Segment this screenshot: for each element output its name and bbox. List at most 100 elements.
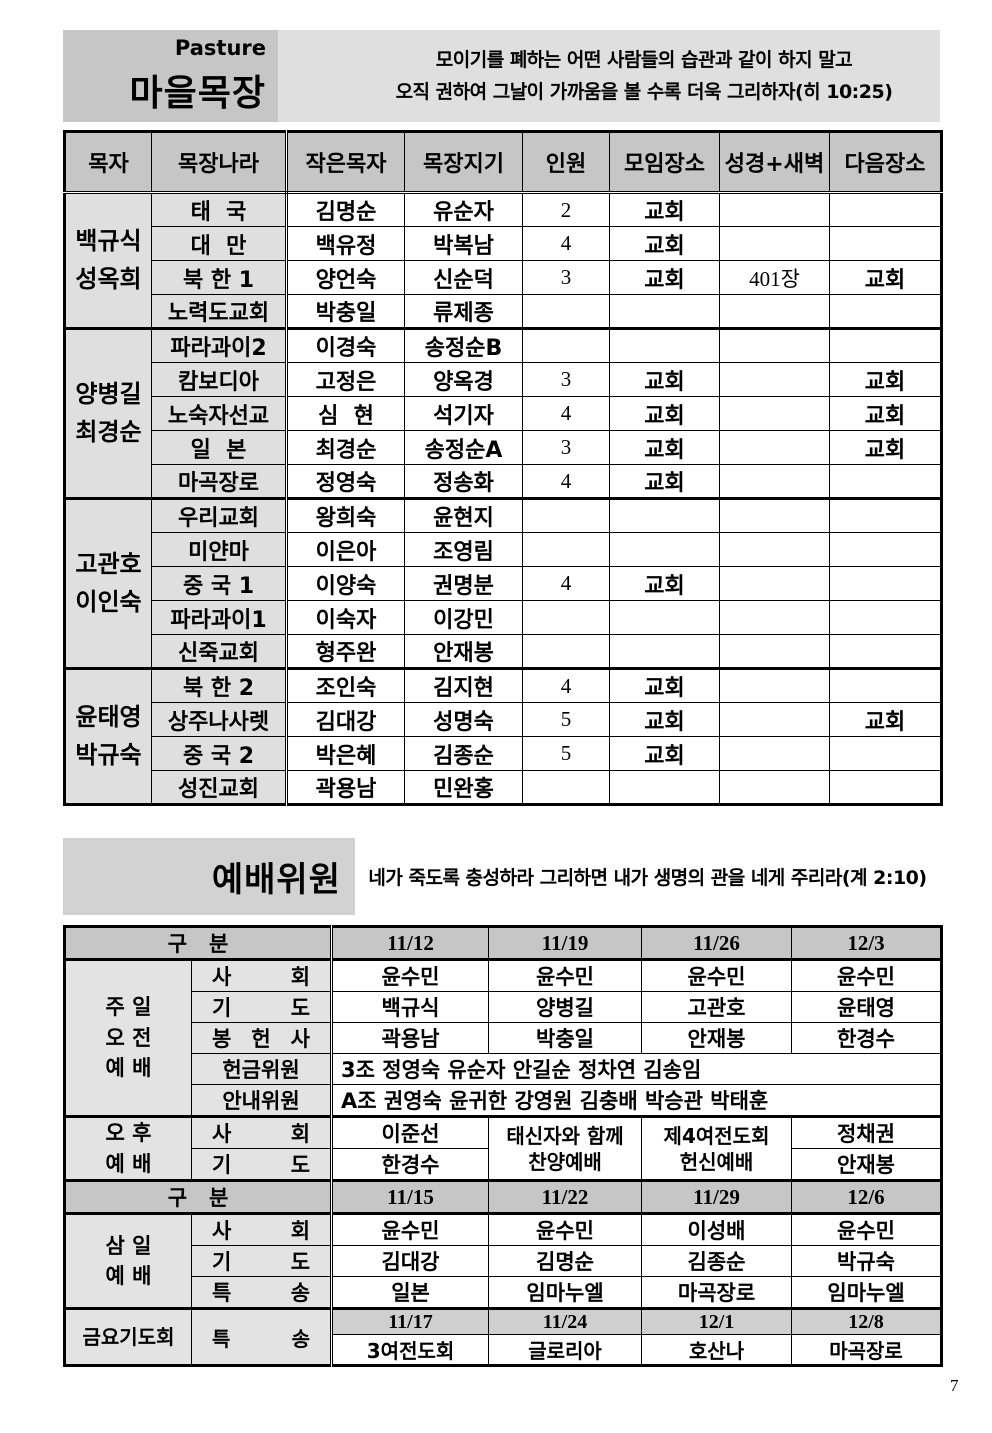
place-cell: 교회 bbox=[609, 464, 720, 499]
table-row: 미얀마 이은아 조영림 bbox=[65, 532, 942, 567]
small-shepherd-cell: 이양숙 bbox=[286, 566, 405, 601]
value-cell: 이준선 bbox=[331, 1115, 490, 1149]
table-row: 성진교회 곽용남 민완홍 bbox=[65, 770, 942, 805]
table-row: 양병길 최경순 파라과이2 이경숙 송정순B bbox=[64, 327, 942, 499]
worship-title: 예배위원 bbox=[211, 860, 341, 900]
bible-cell bbox=[719, 327, 830, 363]
country-cell: 대 만 bbox=[151, 226, 288, 261]
table-row: 북 한 1 양언숙 신순덕 3 교회 401장 교회 bbox=[65, 260, 942, 295]
table-row: 일 본 최경순 송정순A 3 교회 교회 bbox=[65, 430, 942, 465]
date-header: 11/19 bbox=[488, 925, 643, 961]
place-cell: 교회 bbox=[609, 260, 720, 295]
division-label: 구 분 bbox=[63, 925, 334, 961]
keeper-cell: 송정순A bbox=[404, 430, 523, 465]
table-row: 노숙자선교 심 현 석기자 4 교회 교회 bbox=[65, 396, 942, 431]
value-cell: 곽용남 bbox=[331, 1022, 490, 1054]
country-cell: 성진교회 bbox=[151, 770, 288, 805]
bible-cell bbox=[719, 362, 830, 397]
keeper-cell: 유순자 bbox=[404, 192, 523, 227]
keeper-cell: 석기자 bbox=[404, 396, 523, 431]
value-cell: 마곡장로 bbox=[641, 1276, 793, 1309]
col-header-keeper: 목장지기 bbox=[404, 131, 523, 194]
value-cell: 윤태영 bbox=[791, 991, 943, 1023]
next-place-cell bbox=[829, 294, 942, 329]
value-cell: 고관호 bbox=[641, 991, 793, 1023]
next-place-cell bbox=[829, 600, 942, 635]
small-shepherd-cell: 왕희숙 bbox=[286, 497, 405, 533]
count-cell: 3 bbox=[522, 362, 610, 397]
place-cell bbox=[609, 327, 720, 363]
shepherd-cell: 고관호 이인숙 bbox=[64, 497, 152, 669]
count-cell: 4 bbox=[522, 566, 610, 601]
next-place-cell bbox=[829, 192, 942, 227]
keeper-cell: 김종순 bbox=[404, 736, 523, 771]
keeper-cell: 윤현지 bbox=[404, 497, 523, 533]
next-place-cell bbox=[829, 497, 942, 533]
small-shepherd-cell: 백유정 bbox=[286, 226, 405, 261]
keeper-cell: 김지현 bbox=[404, 667, 523, 703]
offering-committee-members: 3조 정영숙 유순자 안길순 정차연 김송임 bbox=[331, 1053, 943, 1085]
count-cell bbox=[522, 294, 610, 329]
table-row: 노력도교회 박충일 류제종 bbox=[65, 294, 942, 329]
table-row: 3여전도회 글로리아 호산나 마곡장로 bbox=[65, 1334, 943, 1366]
small-shepherd-cell: 양언숙 bbox=[286, 260, 405, 295]
country-cell: 노력도교회 bbox=[151, 294, 288, 329]
table-row: 기 도 백규식 양병길 고관호 윤태영 bbox=[65, 991, 943, 1023]
keeper-cell: 조영림 bbox=[404, 532, 523, 567]
next-place-cell bbox=[829, 226, 942, 261]
table-row: 안내위원 A조 권영숙 윤귀한 강영원 김충배 박승관 박태훈 bbox=[65, 1084, 943, 1117]
count-cell: 5 bbox=[522, 702, 610, 737]
country-cell: 마곡장로 bbox=[151, 464, 288, 499]
row-label-mc: 사 회 bbox=[190, 959, 334, 992]
small-shepherd-cell: 이숙자 bbox=[286, 600, 405, 635]
count-cell: 3 bbox=[522, 430, 610, 465]
page-content: Pasture 마을목장 모이기를 폐하는 어떤 사람들의 습관과 같이 하지 … bbox=[63, 30, 944, 1367]
date-header: 11/22 bbox=[488, 1179, 643, 1215]
division-label: 구 분 bbox=[63, 1179, 334, 1215]
place-cell: 교회 bbox=[609, 430, 720, 465]
bible-cell bbox=[719, 192, 830, 227]
table-row: 기 도 김대강 김명순 김종순 박규숙 bbox=[65, 1245, 943, 1277]
count-cell: 4 bbox=[522, 396, 610, 431]
group-label-afternoon: 오 후 예 배 bbox=[64, 1115, 192, 1181]
col-header-bible-dawn: 성경+새벽 bbox=[719, 131, 830, 194]
row-label-prayer: 기 도 bbox=[190, 1245, 334, 1277]
country-cell: 중 국 2 bbox=[151, 736, 288, 771]
table-row: 중 국 2 박은혜 김종순 5 교회 bbox=[65, 736, 942, 771]
country-cell: 북 한 1 bbox=[151, 260, 288, 295]
country-cell: 파라과이2 bbox=[151, 327, 288, 363]
date-header: 12/8 bbox=[791, 1307, 943, 1335]
date-header: 12/6 bbox=[791, 1179, 943, 1215]
count-cell bbox=[522, 327, 610, 363]
date-header: 11/17 bbox=[331, 1307, 490, 1335]
bible-cell bbox=[719, 294, 830, 329]
country-cell: 캄보디아 bbox=[151, 362, 288, 397]
place-cell: 교회 bbox=[609, 226, 720, 261]
table-row: 파라과이1 이숙자 이강민 bbox=[65, 600, 942, 635]
value-cell: 안재봉 bbox=[791, 1148, 943, 1181]
small-shepherd-cell: 이경숙 bbox=[286, 327, 405, 363]
next-place-cell bbox=[829, 736, 942, 771]
value-cell: 글로리아 bbox=[488, 1334, 643, 1366]
row-label-mc: 사 회 bbox=[190, 1213, 334, 1246]
value-cell: 윤수민 bbox=[791, 959, 943, 992]
count-cell: 4 bbox=[522, 667, 610, 703]
pasture-verse-box: 모이기를 폐하는 어떤 사람들의 습관과 같이 하지 말고 오직 권하여 그날이… bbox=[278, 30, 940, 122]
place-cell bbox=[609, 497, 720, 533]
table-row: 대 만 백유정 박복남 4 교회 bbox=[65, 226, 942, 261]
small-shepherd-cell: 박은혜 bbox=[286, 736, 405, 771]
bible-cell bbox=[719, 430, 830, 465]
value-cell: 마곡장로 bbox=[791, 1334, 943, 1366]
place-cell bbox=[609, 634, 720, 669]
col-header-meeting-place: 모임장소 bbox=[609, 131, 720, 194]
table-row: 헌금위원 3조 정영숙 유순자 안길순 정차연 김송임 bbox=[65, 1053, 943, 1085]
value-cell: 박규숙 bbox=[791, 1245, 943, 1277]
pasture-section-banner: Pasture 마을목장 모이기를 폐하는 어떤 사람들의 습관과 같이 하지 … bbox=[63, 30, 940, 122]
country-cell: 중 국 1 bbox=[151, 566, 288, 601]
pasture-title: 마을목장 bbox=[129, 73, 266, 114]
keeper-cell: 박복남 bbox=[404, 226, 523, 261]
date-header: 12/3 bbox=[791, 925, 943, 961]
bible-cell bbox=[719, 566, 830, 601]
date-header: 11/29 bbox=[641, 1179, 793, 1215]
place-cell bbox=[609, 294, 720, 329]
